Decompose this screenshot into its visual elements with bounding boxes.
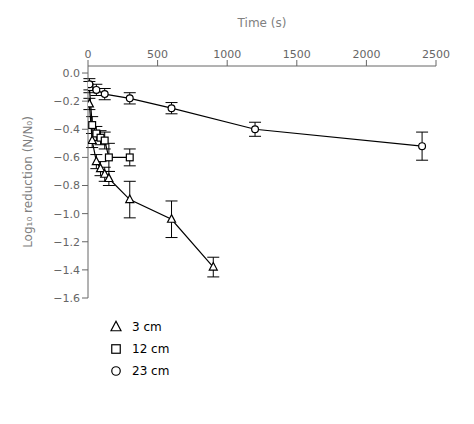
svg-text:0.0: 0.0 <box>63 67 81 80</box>
svg-text:−0.6: −0.6 <box>53 151 80 164</box>
svg-text:0: 0 <box>85 48 92 61</box>
svg-text:2000: 2000 <box>352 48 380 61</box>
svg-text:−0.8: −0.8 <box>53 179 80 192</box>
svg-text:−1.6: −1.6 <box>53 292 80 305</box>
svg-text:−0.4: −0.4 <box>53 123 80 136</box>
html-text:3 cm: 3 cm <box>132 320 162 334</box>
svg-text:1500: 1500 <box>283 48 311 61</box>
html-text:12 cm: 12 cm <box>132 342 170 356</box>
svg-text:−0.2: −0.2 <box>53 95 80 108</box>
svg-text:2500: 2500 <box>422 48 450 61</box>
svg-text:−1.4: −1.4 <box>53 264 80 277</box>
svg-text:−1.0: −1.0 <box>53 208 80 221</box>
svg-text:Log₁₀ reduction (N/N₀): Log₁₀ reduction (N/N₀) <box>21 116 35 248</box>
svg-text:Time (s): Time (s) <box>237 16 287 30</box>
svg-text:−1.2: −1.2 <box>53 236 80 249</box>
svg-text:1000: 1000 <box>213 48 241 61</box>
html-text:23 cm: 23 cm <box>132 364 170 378</box>
svg-text:500: 500 <box>147 48 168 61</box>
